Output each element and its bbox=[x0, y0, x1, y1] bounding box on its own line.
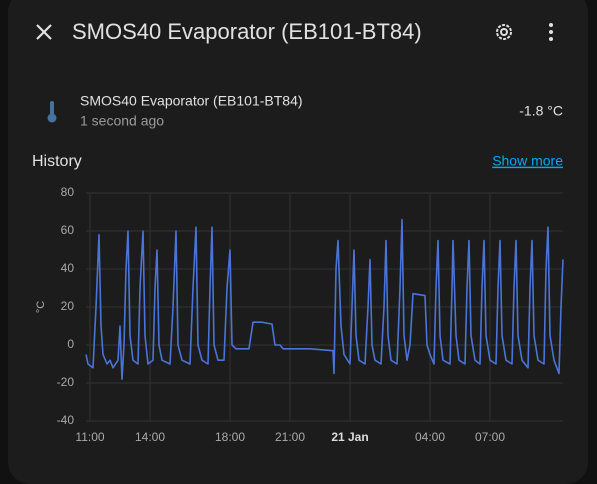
x-tick-label: 07:00 bbox=[475, 430, 505, 444]
y-axis-label: °C bbox=[35, 301, 47, 313]
last-changed: 1 second ago bbox=[80, 113, 164, 129]
dialog bbox=[8, 0, 588, 484]
thermometer-icon bbox=[47, 101, 57, 123]
data-line bbox=[85, 218, 564, 380]
x-tick-label: 18:00 bbox=[215, 430, 245, 444]
y-tick-label: -40 bbox=[57, 413, 75, 427]
settings-button[interactable] bbox=[496, 24, 512, 40]
x-tick-label: 11:00 bbox=[75, 430, 104, 444]
entity-state: -1.8 °C bbox=[519, 103, 563, 119]
show-more-link[interactable]: Show more bbox=[492, 153, 563, 169]
y-tick-label: 20 bbox=[61, 299, 75, 313]
y-tick-label: 40 bbox=[61, 261, 75, 275]
entity-name: SMOS40 Evaporator (EB101-BT84) bbox=[80, 93, 303, 109]
close-button[interactable] bbox=[36, 24, 52, 40]
x-tick-label: 21:00 bbox=[275, 430, 305, 444]
y-tick-label: 60 bbox=[61, 223, 75, 237]
x-tick-label: 21 Jan bbox=[331, 430, 368, 444]
y-tick-label: -20 bbox=[57, 375, 75, 389]
dialog-title: SMOS40 Evaporator (EB101-BT84) bbox=[72, 19, 422, 44]
y-tick-label: 80 bbox=[61, 185, 75, 199]
menu-button[interactable] bbox=[549, 23, 553, 41]
x-tick-label: 04:00 bbox=[415, 430, 445, 444]
history-title: History bbox=[32, 153, 82, 170]
y-tick-label: 0 bbox=[67, 337, 74, 351]
x-tick-label: 14:00 bbox=[135, 430, 165, 444]
